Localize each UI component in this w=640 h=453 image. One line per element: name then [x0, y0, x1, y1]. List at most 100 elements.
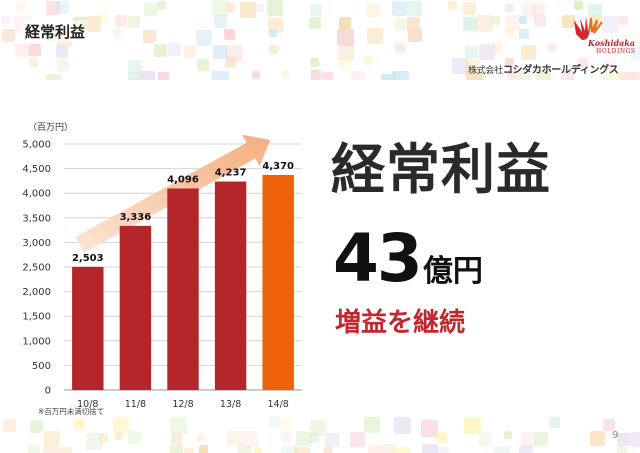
mosaic-tile — [56, 45, 69, 58]
mosaic-tile — [29, 419, 43, 433]
mosaic-tile — [364, 56, 373, 65]
mosaic-tile — [310, 3, 323, 16]
mosaic-tile — [309, 17, 321, 30]
mosaic-tile — [577, 57, 588, 68]
y-tick-label: 3,000 — [22, 238, 51, 249]
mosaic-tile — [393, 446, 411, 453]
mosaic-tile — [269, 416, 281, 428]
mosaic-tile — [420, 419, 438, 437]
ordinary-income-bar-chart: （百万円） 0 500 1,000 1,500 2,000 2,500 3,000 3,500… — [22, 122, 302, 416]
mosaic-tile — [462, 17, 477, 32]
mosaic-tile — [350, 431, 366, 447]
mosaic-tile — [504, 3, 513, 12]
mosaic-tile — [280, 431, 291, 442]
mosaic-tile — [197, 433, 206, 442]
mosaic-tile — [337, 43, 354, 60]
mosaic-tile — [618, 15, 628, 25]
mosaic-tile — [506, 70, 522, 80]
mosaic-tile — [268, 29, 277, 38]
mosaic-tile — [310, 70, 321, 80]
mosaic-tile — [0, 15, 10, 25]
mosaic-tile — [224, 28, 236, 40]
mosaic-tile — [184, 447, 195, 453]
company-logo: Koshidaka HOLDINGS — [560, 12, 636, 56]
mosaic-tile — [198, 445, 208, 453]
mosaic-tile — [127, 16, 140, 29]
y-tick-label: 4,500 — [22, 164, 51, 175]
mosaic-tile — [465, 71, 483, 80]
mosaic-tile — [240, 2, 257, 19]
mosaic-tile — [547, 43, 556, 52]
slide-title: 経常利益 — [22, 20, 89, 43]
mosaic-tile — [574, 0, 584, 10]
mosaic-tile — [504, 58, 514, 68]
y-tick-label: 2,500 — [22, 263, 51, 274]
mosaic-tile — [338, 17, 351, 30]
y-tick-label: 0 — [45, 386, 51, 397]
mosaic-tile — [366, 28, 383, 45]
mosaic-tile — [408, 28, 423, 43]
mosaic-tile — [589, 431, 605, 447]
mosaic-tile — [281, 445, 299, 453]
mosaic-tile — [196, 30, 213, 47]
amount-value: 43 — [333, 220, 423, 297]
mosaic-tile — [294, 447, 311, 453]
mosaic-tile — [45, 73, 62, 80]
mosaic-tile — [184, 45, 197, 58]
mosaic-tile — [225, 3, 235, 13]
y-tick-label: 2,000 — [22, 287, 51, 298]
bar-12-8 — [167, 188, 199, 390]
mosaic-tile — [350, 70, 365, 80]
header-mosaic-decoration — [0, 0, 640, 80]
mosaic-tile — [395, 43, 406, 54]
mosaic-tile — [364, 416, 381, 433]
mosaic-tile — [98, 14, 108, 23]
mosaic-tile — [45, 1, 60, 16]
mosaic-tile — [113, 28, 124, 39]
mosaic-tile — [617, 432, 631, 446]
mosaic-tile — [2, 419, 16, 433]
mosaic-tile — [114, 15, 127, 28]
mosaic-tile — [407, 17, 421, 31]
data-label: 4,096 — [167, 174, 199, 185]
x-category-label: 14/8 — [268, 399, 289, 410]
mosaic-tile — [322, 71, 334, 80]
mosaic-tile — [154, 43, 168, 57]
mosaic-tile — [196, 58, 209, 71]
mosaic-tile — [28, 44, 41, 57]
mosaic-tile — [535, 70, 551, 80]
mosaic-tile — [213, 44, 228, 59]
headline: 経常利益 — [331, 138, 551, 201]
mosaic-tile — [268, 44, 278, 54]
mosaic-tile — [395, 17, 409, 31]
mosaic-tile — [392, 71, 409, 80]
mosaic-tile — [478, 432, 492, 446]
y-tick-label: 3,500 — [22, 213, 51, 224]
mosaic-tile — [518, 28, 529, 39]
mosaic-tile — [476, 14, 494, 32]
logo-subtext: HOLDINGS — [596, 48, 636, 55]
bar-11-8 — [119, 225, 152, 390]
x-category-label: 11/8 — [125, 399, 146, 410]
mosaic-tile — [241, 431, 259, 449]
mosaic-tile — [392, 0, 408, 16]
mosaic-tile — [534, 15, 547, 28]
page-number: 9 — [612, 430, 619, 441]
mosaic-tile — [310, 419, 327, 436]
mosaic-tile — [521, 2, 536, 17]
data-label: 2,503 — [72, 253, 104, 264]
mosaic-tile — [560, 70, 574, 80]
mosaic-tile — [127, 71, 144, 80]
mosaic-tile — [630, 431, 640, 447]
mosaic-tile — [462, 1, 476, 15]
mosaic-tile — [336, 29, 354, 47]
mosaic-tile — [211, 0, 228, 17]
logo-wordmark: Koshidaka — [588, 38, 635, 48]
x-category-labels: 10/8 11/8 12/8 13/8 14/8 — [77, 399, 289, 410]
mosaic-tile — [534, 431, 549, 446]
mosaic-tile — [309, 57, 319, 67]
mosaic-tile — [465, 45, 478, 59]
footer-mosaic-decoration — [0, 416, 640, 453]
mosaic-tile — [617, 446, 628, 453]
mosaic-tile — [338, 57, 352, 71]
